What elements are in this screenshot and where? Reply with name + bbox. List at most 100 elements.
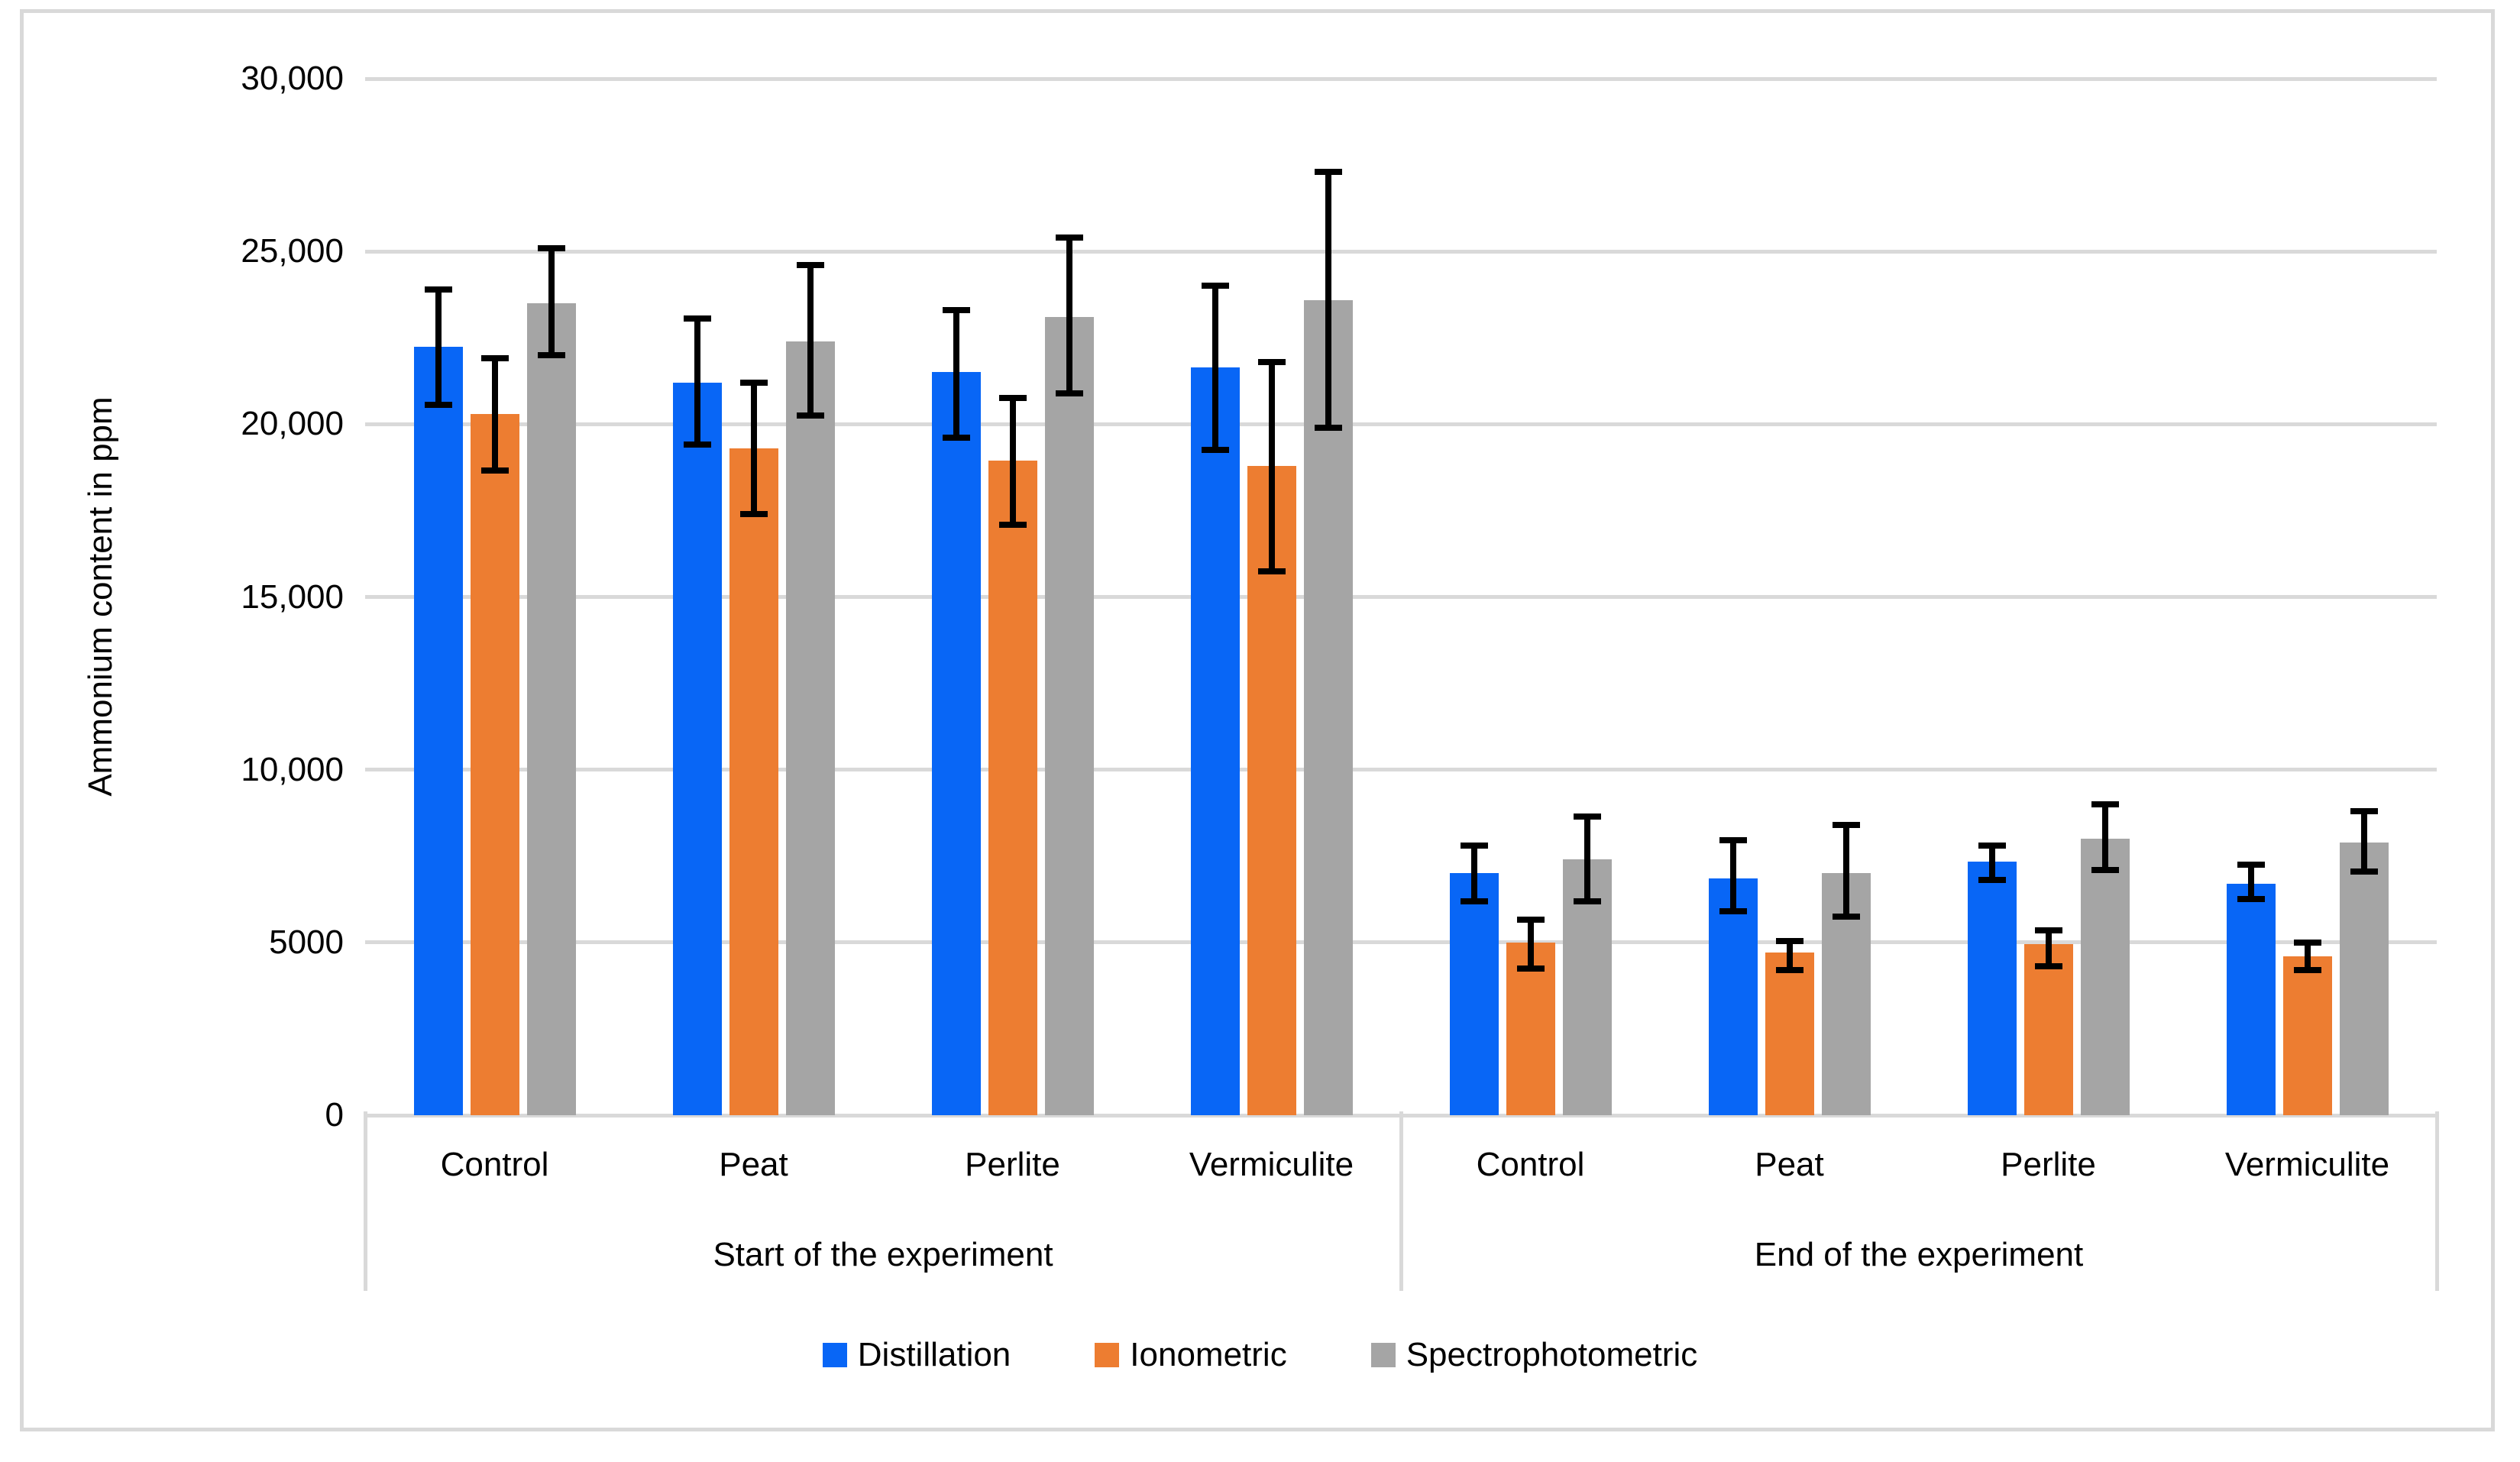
gridline-10000 [365, 768, 2437, 772]
error-bar-distillation-start-perlite [953, 310, 959, 438]
legend-swatch-icon [1370, 1343, 1396, 1367]
y-tick-label: 25,000 [241, 232, 344, 270]
bar-ionometric-start-perlite [988, 460, 1037, 1115]
y-tick-label: 15,000 [241, 577, 344, 616]
error-cap-bottom [1719, 908, 1747, 915]
legend-label: Spectrophotometric [1406, 1336, 1698, 1373]
error-cap-bottom [998, 521, 1027, 528]
error-cap-top [2091, 801, 2119, 807]
legend-item-distillation: Distillation [822, 1336, 1011, 1373]
bar-ionometric-end-perlite [2023, 944, 2073, 1115]
bar-spectrophotometric-end-perlite [2080, 839, 2130, 1115]
error-cap-top [1573, 813, 1601, 820]
bar-ionometric-end-vermiculite [2282, 956, 2332, 1115]
error-bar-distillation-end-perlite [1988, 846, 1995, 881]
error-cap-bottom [683, 442, 711, 448]
bar-ionometric-end-peat [1765, 953, 1814, 1115]
gridline-20000 [365, 422, 2437, 426]
error-cap-top [1055, 235, 1083, 241]
error-bar-spectrophotometric-start-peat [807, 265, 814, 416]
error-cap-bottom [480, 467, 509, 474]
gridline-5000 [365, 940, 2437, 945]
x-group-label: End of the experiment [1754, 1236, 2084, 1273]
error-cap-bottom [1516, 965, 1545, 972]
error-cap-bottom [2034, 963, 2062, 970]
error-cap-top [537, 244, 565, 251]
error-bar-spectrophotometric-end-control [1583, 816, 1590, 901]
error-cap-bottom [942, 435, 970, 442]
gridline-25000 [365, 249, 2437, 254]
gridline-30000 [365, 76, 2437, 81]
error-cap-bottom [796, 412, 824, 419]
error-bar-spectrophotometric-start-perlite [1066, 238, 1072, 393]
error-cap-bottom [2237, 896, 2265, 903]
legend-item-ionometric: Ionometric [1095, 1338, 1287, 1372]
x-category-label: Peat [719, 1146, 788, 1183]
bar-spectrophotometric-end-vermiculite [2339, 842, 2389, 1115]
error-bar-ionometric-end-control [1527, 920, 1534, 969]
error-bar-spectrophotometric-end-peat [1842, 825, 1849, 917]
error-cap-top [424, 286, 452, 293]
error-cap-bottom [1257, 568, 1286, 574]
chart-border [20, 9, 2495, 1431]
error-cap-top [796, 262, 824, 269]
x-category-label: Perlite [2001, 1146, 2096, 1183]
error-bar-spectrophotometric-start-control [548, 247, 555, 355]
error-cap-bottom [739, 510, 768, 517]
error-cap-bottom [537, 351, 565, 358]
error-bar-ionometric-start-vermiculite [1268, 361, 1275, 571]
error-cap-top [1460, 843, 1488, 849]
error-bar-distillation-end-vermiculite [2247, 865, 2254, 900]
error-bar-distillation-end-peat [1729, 840, 1736, 912]
error-cap-top [2350, 807, 2378, 814]
error-cap-top [1719, 837, 1747, 844]
error-cap-bottom [1775, 967, 1803, 974]
bar-spectrophotometric-start-control [526, 303, 576, 1115]
x-group-label: Start of the experiment [713, 1236, 1053, 1273]
x-category-label: Perlite [965, 1146, 1060, 1183]
error-bar-ionometric-start-peat [750, 383, 757, 514]
error-cap-top [942, 307, 970, 314]
error-cap-bottom [2350, 868, 2378, 875]
y-tick-label: 30,000 [241, 60, 344, 97]
x-category-label: Vermiculite [2224, 1146, 2390, 1183]
y-tick-label: 0 [325, 1096, 344, 1134]
error-cap-top [1257, 358, 1286, 365]
axis-divider [363, 1111, 367, 1291]
error-cap-top [1314, 169, 1342, 176]
error-bar-distillation-end-control [1470, 846, 1477, 901]
error-cap-bottom [1460, 898, 1488, 904]
error-cap-bottom [1978, 877, 2006, 884]
error-cap-bottom [1201, 447, 1229, 454]
error-bar-spectrophotometric-start-vermiculite [1325, 172, 1331, 428]
y-tick-label: 10,000 [241, 750, 344, 788]
error-bar-ionometric-end-peat [1786, 940, 1793, 970]
error-cap-top [2293, 939, 2321, 946]
y-tick-label: 20,000 [241, 405, 344, 443]
error-cap-bottom [1832, 913, 1860, 920]
error-bar-spectrophotometric-end-vermiculite [2360, 810, 2367, 872]
bar-distillation-end-perlite [1967, 861, 2017, 1115]
bar-spectrophotometric-start-vermiculite [1303, 299, 1353, 1115]
error-cap-bottom [1573, 898, 1601, 904]
legend-label: Distillation [857, 1336, 1011, 1373]
error-cap-bottom [1055, 390, 1083, 396]
bar-distillation-end-peat [1708, 878, 1758, 1115]
legend-swatch-icon [1095, 1343, 1120, 1367]
error-cap-top [1978, 843, 2006, 849]
error-cap-top [480, 355, 509, 362]
x-category-label: Peat [1755, 1146, 1824, 1183]
axis-divider [1399, 1111, 1403, 1291]
bar-distillation-start-control [413, 346, 463, 1115]
error-cap-top [739, 380, 768, 387]
bar-distillation-end-control [1449, 873, 1499, 1115]
error-bar-distillation-start-vermiculite [1211, 286, 1218, 451]
error-cap-bottom [2091, 866, 2119, 873]
x-category-label: Control [440, 1146, 549, 1183]
bar-spectrophotometric-start-peat [785, 341, 835, 1115]
plot-area [365, 76, 2437, 1118]
error-bar-distillation-start-peat [694, 319, 700, 445]
error-cap-top [2034, 927, 2062, 933]
bar-ionometric-start-peat [729, 448, 778, 1115]
